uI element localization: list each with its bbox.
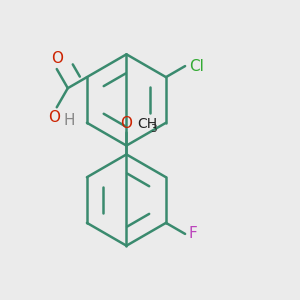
Text: CH: CH: [137, 117, 157, 131]
Text: F: F: [189, 226, 197, 242]
Text: Cl: Cl: [189, 58, 203, 74]
Text: 3: 3: [151, 124, 157, 134]
Text: O: O: [120, 116, 132, 131]
Text: H: H: [63, 113, 75, 128]
Text: O: O: [48, 110, 60, 125]
Text: O: O: [51, 50, 63, 65]
